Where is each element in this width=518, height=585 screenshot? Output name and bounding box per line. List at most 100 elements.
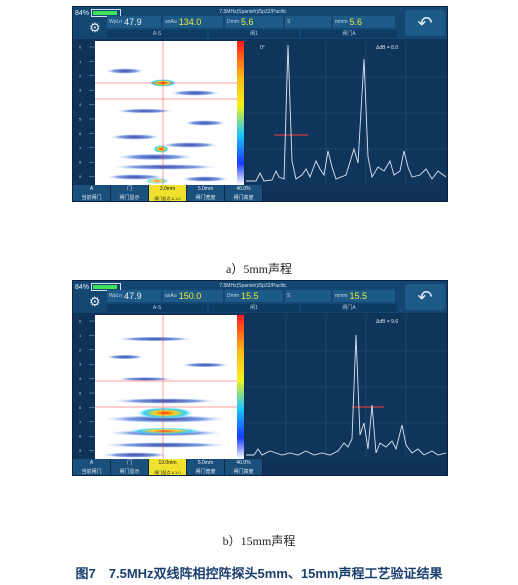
gate-value[interactable]: 门 bbox=[111, 185, 149, 194]
color-scale-bar bbox=[237, 41, 244, 185]
subfigure-caption-b: b）15mm声程 bbox=[222, 534, 296, 548]
readout-value: 150.0 bbox=[178, 291, 202, 301]
readout-label: S bbox=[287, 293, 291, 299]
tab-gate-a[interactable]: 闸门A bbox=[301, 30, 397, 38]
back-arrow-icon[interactable]: ↶ bbox=[405, 284, 445, 310]
battery-label: 84% bbox=[75, 9, 90, 17]
readout-field[interactable]: WpLn 47.9 bbox=[107, 290, 161, 302]
gate-values-row: A 门 3.0mm 5.0mm 40.0% bbox=[73, 185, 447, 194]
readout-field[interactable]: anAu 134.0 bbox=[163, 16, 223, 28]
probe-info: 7.5MHz(Spanish)/5p32/Pacific bbox=[219, 283, 287, 289]
readout-value: 134.0 bbox=[178, 17, 202, 27]
current-gate-button[interactable]: 当前闸门 bbox=[73, 194, 111, 201]
readout-field[interactable]: anAu 150.0 bbox=[163, 290, 223, 302]
gate-buttons-row: 当前闸门 闸门显示 闸门起点 Δ 1.0 闸门宽度 闸门高度 bbox=[73, 468, 447, 475]
ruler-tick-label: 1 bbox=[79, 333, 82, 338]
readout-label: mmm bbox=[335, 19, 348, 25]
gate-value[interactable]: A bbox=[73, 459, 111, 468]
depth-ruler: 0 1 2 3 4 5 6 7 8 9 bbox=[79, 315, 96, 459]
gate-height-button[interactable]: 闸门高度 bbox=[225, 468, 263, 475]
ruler-tick-label: 0 bbox=[79, 45, 82, 50]
battery-icon bbox=[91, 283, 122, 291]
status-bar: 84% ⚙ 7.5MHz(Spanish)/5p32/Pacific WpLn 4… bbox=[73, 7, 447, 39]
readout-field[interactable]: mmm 5.6 bbox=[333, 16, 395, 28]
footer-spacer bbox=[263, 459, 447, 468]
figure-caption: 图7 7.5MHz双线阵相控阵探头5mm、15mm声程工艺验证结果 bbox=[75, 566, 443, 581]
gate-start-button[interactable]: 闸门起点 Δ 1.0 bbox=[149, 194, 187, 201]
ruler-tick-label: 5 bbox=[79, 117, 82, 122]
readout-field[interactable]: S bbox=[285, 16, 331, 28]
ruler-tick-label: 9 bbox=[79, 174, 82, 179]
readout-field[interactable]: Dmm 15.5 bbox=[225, 290, 283, 302]
gate-display-button[interactable]: 闸门显示 bbox=[111, 468, 149, 475]
readout-value: 5.6 bbox=[349, 17, 363, 27]
gear-icon[interactable]: ⚙ bbox=[89, 20, 101, 35]
readout-value: 5.6 bbox=[240, 17, 254, 27]
readout-label: Dmm bbox=[227, 293, 239, 299]
battery-icon bbox=[91, 9, 122, 17]
depth-ruler: 0 1 2 3 4 5 6 7 8 9 bbox=[79, 41, 96, 185]
back-arrow-icon[interactable]: ↶ bbox=[405, 10, 445, 36]
readout-value: 47.9 bbox=[124, 291, 142, 301]
readout-value: 15.5 bbox=[240, 291, 259, 301]
gate-start-value[interactable]: 13.0mm bbox=[149, 459, 187, 468]
tab-view[interactable]: A-S bbox=[107, 30, 207, 38]
readout-label: anAu bbox=[165, 19, 177, 25]
gate-display-button[interactable]: 闸门显示 bbox=[111, 194, 149, 201]
gear-icon[interactable]: ⚙ bbox=[89, 294, 101, 309]
battery-indicator: 84% bbox=[75, 9, 122, 17]
ascan-angle-label: 0° bbox=[260, 45, 265, 51]
ruler-tick-label: 3 bbox=[79, 362, 82, 367]
gate-height-value[interactable]: 40.0% bbox=[225, 459, 263, 468]
gate-buttons-row: 当前闸门 闸门显示 闸门起点 Δ 1.0 闸门宽度 闸门高度 bbox=[73, 194, 447, 201]
readout-label: anAu bbox=[165, 293, 177, 299]
battery-label: 84% bbox=[75, 283, 90, 291]
ruler-tick-label: 1 bbox=[79, 59, 82, 64]
view-tabs: A-S 闸1 闸门A bbox=[107, 304, 397, 312]
gate-width-button[interactable]: 闸门宽度 bbox=[187, 194, 225, 201]
color-scale-bar bbox=[237, 315, 244, 459]
ruler-tick-label: 8 bbox=[79, 160, 82, 165]
gate-start-button[interactable]: 闸门起点 Δ 1.0 bbox=[149, 468, 187, 475]
current-gate-button[interactable]: 当前闸门 bbox=[73, 468, 111, 475]
readout-fields: WpLn 47.9 anAu 150.0 Dmm 15.5 S mmm 15.5 bbox=[107, 290, 397, 302]
ruler-tick-label: 2 bbox=[79, 347, 82, 352]
readout-label: Dmm bbox=[227, 19, 239, 25]
gate-value[interactable]: 门 bbox=[111, 459, 149, 468]
readout-label: S bbox=[287, 19, 291, 25]
readout-field[interactable]: Dmm 5.6 bbox=[225, 16, 283, 28]
footer-spacer bbox=[263, 468, 447, 475]
view-tabs: A-S 闸1 闸门A bbox=[107, 30, 397, 38]
ruler-tick-label: 7 bbox=[79, 419, 82, 424]
readout-field[interactable]: S bbox=[285, 290, 331, 302]
tab-gate-a[interactable]: 闸门A bbox=[301, 304, 397, 312]
probe-info: 7.5MHz(Spanish)/5p32/Pacific bbox=[219, 9, 287, 15]
gate-start-value[interactable]: 3.0mm bbox=[149, 185, 187, 194]
readout-label: WpLn bbox=[109, 19, 123, 25]
b-scan-image bbox=[95, 315, 237, 459]
ruler-tick-label: 6 bbox=[79, 131, 82, 136]
gate-value[interactable]: A bbox=[73, 185, 111, 194]
ruler-tick-label: 4 bbox=[79, 376, 82, 381]
tab-view[interactable]: A-S bbox=[107, 304, 207, 312]
ruler-tick-label: 9 bbox=[79, 448, 82, 453]
gate-width-button[interactable]: 闸门宽度 bbox=[187, 468, 225, 475]
readout-fields: WpLn 47.9 anAu 134.0 Dmm 5.6 S mmm 5.6 bbox=[107, 16, 397, 28]
gate-height-value[interactable]: 40.0% bbox=[225, 185, 263, 194]
ut-screen-a: 84% ⚙ 7.5MHz(Spanish)/5p32/Pacific WpLn 4… bbox=[72, 6, 448, 202]
ruler-tick-label: 2 bbox=[79, 73, 82, 78]
ruler-tick-label: 6 bbox=[79, 405, 82, 410]
tab-gate[interactable]: 闸1 bbox=[209, 304, 299, 312]
subfigure-caption-a: a）5mm声程 bbox=[226, 262, 292, 276]
gate-height-button[interactable]: 闸门高度 bbox=[225, 194, 263, 201]
ut-screen-b: 84% ⚙ 7.5MHz(Spanish)/5p32/Pacific WpLn 4… bbox=[72, 280, 448, 476]
a-scan-waveform: 0° ΔdB = 8.0 bbox=[246, 41, 446, 185]
readout-field[interactable]: mmm 15.5 bbox=[333, 290, 395, 302]
readout-field[interactable]: WpLn 47.9 bbox=[107, 16, 161, 28]
tab-gate[interactable]: 闸1 bbox=[209, 30, 299, 38]
ruler-tick-label: 7 bbox=[79, 145, 82, 150]
ruler-tick-label: 3 bbox=[79, 88, 82, 93]
gate-width-value[interactable]: 5.0mm bbox=[187, 459, 225, 468]
readout-value: 47.9 bbox=[124, 17, 142, 27]
gate-width-value[interactable]: 5.0mm bbox=[187, 185, 225, 194]
